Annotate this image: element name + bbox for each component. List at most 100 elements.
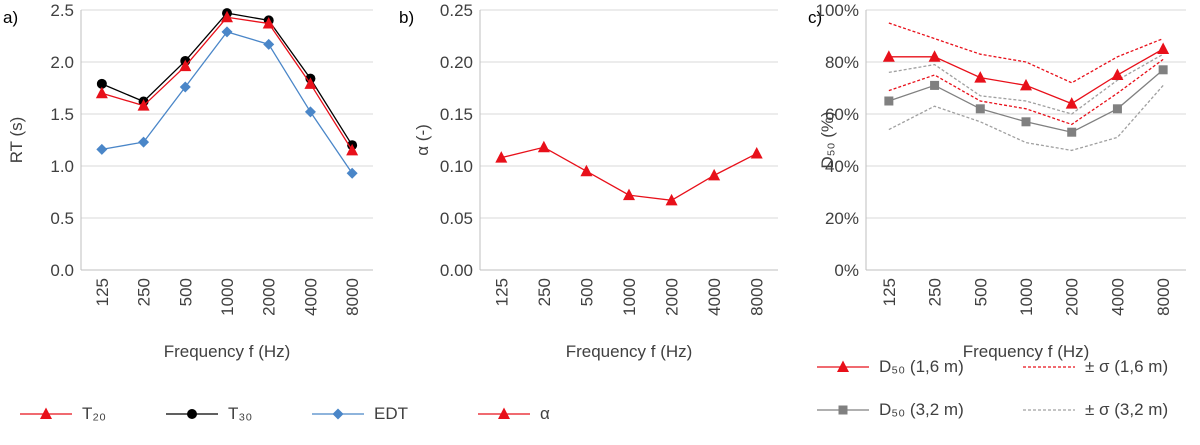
legend-marker: [498, 407, 510, 419]
x-tick-label: 1000: [620, 278, 639, 316]
x-tick-label: 4000: [705, 278, 724, 316]
series-line-0: [888, 22, 1164, 84]
y-tick-label: 0.25: [440, 1, 473, 20]
y-tick-label: 60%: [825, 105, 859, 124]
legend-item: T₃₀: [164, 404, 274, 424]
data-point: [95, 86, 108, 99]
legend-label: EDT: [374, 404, 408, 423]
legend-item: ± σ (1,6 m): [1021, 357, 1191, 377]
data-point: [138, 136, 150, 148]
x-tick-label: 250: [926, 278, 945, 306]
series-line-2: [888, 53, 1164, 115]
data-point: [930, 80, 940, 90]
x-tick-label: 500: [971, 278, 990, 306]
x-axis-title: Frequency f (Hz): [963, 342, 1090, 361]
legend-panels-ab: T₂₀ T₃₀ EDT α: [18, 404, 622, 424]
legend-marker: [838, 405, 848, 415]
y-tick-label: 0.15: [440, 105, 473, 124]
x-tick-label: 8000: [748, 278, 767, 316]
data-point: [137, 99, 150, 111]
series-line-5: [888, 48, 1164, 105]
data-point: [974, 71, 987, 83]
data-point: [221, 26, 233, 38]
x-tick-label: 500: [176, 278, 195, 306]
x-tick-label: 2000: [663, 278, 682, 316]
chart-panel-2: [865, 9, 1186, 271]
y-axis-title: D₅₀ (%): [818, 111, 837, 168]
x-axis-title: Frequency f (Hz): [164, 342, 291, 361]
data-point: [96, 143, 108, 155]
x-tick-label: 250: [535, 278, 554, 306]
legend-swatch: [817, 360, 869, 372]
data-point: [346, 167, 358, 179]
series-line-3: [888, 84, 1164, 152]
y-axis-title: α (-): [413, 124, 432, 156]
legend-label: T₃₀: [228, 404, 253, 423]
legend-item: D₅₀ (1,6 m): [815, 357, 985, 377]
data-point: [179, 81, 191, 93]
y-tick-label: 0.10: [440, 157, 473, 176]
data-point: [975, 104, 985, 114]
y-tick-label: 0.5: [50, 209, 74, 228]
data-point: [1157, 42, 1170, 54]
y-tick-label: 2.5: [50, 1, 74, 20]
data-point: [882, 50, 895, 62]
legend-label: T₂₀: [82, 404, 107, 423]
panel-label: c): [808, 8, 822, 27]
data-point: [1067, 127, 1077, 137]
data-point: [580, 164, 593, 177]
legend-swatch: [478, 407, 530, 419]
legend-label: ± σ (1,6 m): [1085, 357, 1169, 376]
x-tick-label: 125: [880, 278, 899, 306]
data-point: [1065, 97, 1078, 109]
y-tick-label: 40%: [825, 157, 859, 176]
x-tick-label: 8000: [1154, 278, 1173, 316]
legend-swatch: [20, 407, 72, 419]
y-tick-label: 2.0: [50, 53, 74, 72]
y-tick-label: 100%: [816, 1, 859, 20]
data-point: [96, 78, 107, 89]
y-tick-label: 1.5: [50, 105, 74, 124]
chart-panel-0: [80, 8, 373, 271]
y-tick-label: 80%: [825, 53, 859, 72]
chart-panel-1: [479, 9, 778, 271]
x-tick-label: 1000: [218, 278, 237, 316]
x-tick-label: 125: [93, 278, 112, 306]
y-tick-label: 0.0: [50, 261, 74, 280]
legend-item: α: [476, 404, 586, 424]
data-point: [623, 188, 635, 201]
x-tick-label: 2000: [260, 278, 279, 316]
x-tick-label: 8000: [343, 278, 362, 316]
legend-swatch: [1023, 409, 1075, 411]
legend-label: D₅₀ (3,2 m): [879, 400, 964, 419]
data-point: [221, 10, 233, 23]
legend-swatch: [312, 408, 364, 420]
legend-item: ± σ (3,2 m): [1021, 400, 1191, 420]
x-tick-label: 4000: [1108, 278, 1127, 316]
y-tick-label: 1.0: [50, 157, 74, 176]
x-tick-label: 500: [577, 278, 596, 306]
data-point: [263, 38, 275, 50]
data-point: [884, 96, 894, 106]
x-tick-label: 4000: [301, 278, 320, 316]
data-point: [304, 77, 317, 89]
data-point: [1112, 104, 1122, 114]
legend-panel-c-row1: D₅₀ (1,6 m) ± σ (1,6 m): [815, 357, 1200, 377]
data-point: [1111, 68, 1124, 80]
legend-label: α: [540, 404, 550, 423]
legend-marker: [187, 409, 197, 419]
y-tick-label: 20%: [825, 209, 859, 228]
x-tick-label: 250: [135, 278, 154, 306]
legend-marker: [40, 407, 52, 419]
data-point: [304, 106, 316, 118]
data-point: [1021, 117, 1031, 127]
legend-swatch: [166, 409, 218, 419]
data-point: [1158, 65, 1168, 75]
legend-item: T₂₀: [18, 404, 128, 424]
legend-label: D₅₀ (1,6 m): [879, 357, 964, 376]
y-tick-label: 0%: [834, 261, 859, 280]
legend-label: ± σ (3,2 m): [1085, 400, 1169, 419]
series-line-1: [888, 58, 1164, 126]
panel-label: a): [3, 8, 18, 27]
